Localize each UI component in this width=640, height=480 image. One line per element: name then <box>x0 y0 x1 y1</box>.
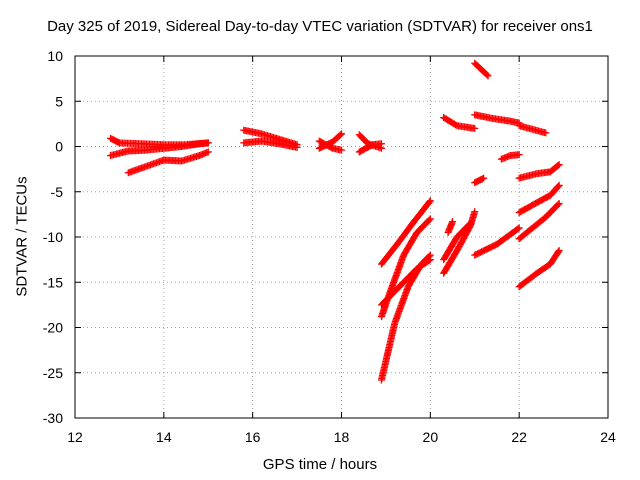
x-tick-label: 14 <box>156 429 172 445</box>
series-arc-22 <box>471 174 488 187</box>
series-arc-10 <box>355 140 385 156</box>
data-point <box>293 143 301 151</box>
series-arc-27 <box>515 200 563 243</box>
data-point <box>204 139 212 147</box>
data-point <box>204 148 212 156</box>
series-arc-24 <box>471 224 523 259</box>
x-tick-label: 16 <box>245 429 261 445</box>
data-point <box>338 130 345 138</box>
y-tick-label: -15 <box>43 274 63 290</box>
series-arc-18 <box>440 114 479 132</box>
x-tick-label: 22 <box>511 429 527 445</box>
series-arc-26 <box>515 181 563 217</box>
series-arc-20 <box>471 111 523 127</box>
series-arc-13 <box>377 215 434 321</box>
x-tick-label: 12 <box>67 429 83 445</box>
data-point <box>336 131 344 139</box>
series-arc-16 <box>440 219 474 264</box>
axis-ticks: 12 14 16 18 20 22 24 -30 -25 -20 -15 -10 -5 0 5 10 <box>43 48 616 445</box>
series-arc-23 <box>497 151 523 163</box>
series-arc-3 <box>124 148 212 177</box>
series-arc-14 <box>377 197 434 268</box>
data-point <box>466 219 474 227</box>
series-arc-8 <box>315 137 345 154</box>
data-point <box>377 140 385 148</box>
y-tick-label: 10 <box>47 48 63 64</box>
data-point <box>338 146 345 154</box>
series-arc-25 <box>515 161 563 182</box>
y-tick-label: 0 <box>55 139 63 155</box>
data-point <box>555 181 563 189</box>
data-point <box>465 221 473 229</box>
data-point <box>426 215 434 223</box>
data-point <box>515 224 523 232</box>
y-tick-label: -25 <box>43 365 63 381</box>
data-point <box>426 197 434 205</box>
data-point <box>483 71 491 79</box>
grid-lines <box>75 56 608 418</box>
series-arc-15 <box>440 208 479 277</box>
series-arc-17 <box>444 218 457 236</box>
data-point <box>555 247 563 255</box>
data-point <box>554 248 562 256</box>
data-point <box>555 161 563 169</box>
series-arc-4 <box>115 139 212 149</box>
y-tick-label: -5 <box>51 184 64 200</box>
data-point <box>471 124 479 132</box>
x-tick-label: 24 <box>600 429 616 445</box>
x-tick-label: 18 <box>334 429 350 445</box>
series-arc-6 <box>240 137 301 151</box>
data-point <box>480 174 488 182</box>
data-point <box>514 225 522 233</box>
data-point <box>484 72 492 80</box>
x-axis-label: GPS time / hours <box>262 456 378 473</box>
data-point <box>425 216 433 224</box>
data-point <box>515 151 523 159</box>
series-arc-19 <box>471 59 492 80</box>
series-arc-28 <box>515 247 563 291</box>
y-tick-label: -20 <box>43 320 63 336</box>
data-points <box>107 59 563 384</box>
data-point <box>554 201 562 209</box>
chart-title: Day 325 of 2019, Sidereal Day-to-day VTE… <box>47 18 593 35</box>
data-point <box>554 162 562 170</box>
data-point <box>555 200 563 208</box>
data-point <box>471 208 479 216</box>
series-arc-21 <box>515 122 550 137</box>
series-arc-11 <box>377 251 434 384</box>
data-point <box>425 256 433 264</box>
plot-frame <box>74 55 609 419</box>
data-point <box>542 129 550 137</box>
data-point <box>426 256 434 264</box>
y-tick-label: -10 <box>43 229 63 245</box>
y-tick-label: -30 <box>43 410 63 426</box>
x-tick-label: 20 <box>423 429 439 445</box>
data-point <box>449 218 457 226</box>
data-point <box>425 198 433 206</box>
y-tick-label: 5 <box>55 93 63 109</box>
data-point <box>554 183 562 191</box>
